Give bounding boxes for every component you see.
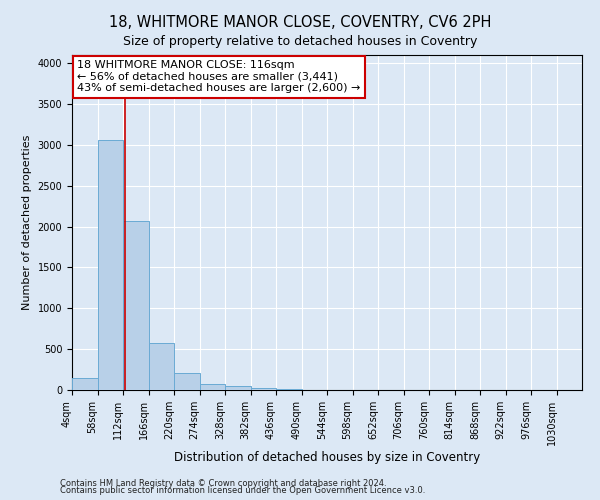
Text: Contains public sector information licensed under the Open Government Licence v3: Contains public sector information licen… (60, 486, 425, 495)
Bar (225, 386, 251, 390)
Bar (174, 373, 199, 390)
Bar (251, 388, 276, 390)
Text: 18, WHITMORE MANOR CLOSE, COVENTRY, CV6 2PH: 18, WHITMORE MANOR CLOSE, COVENTRY, CV6 … (109, 15, 491, 30)
Text: Contains HM Land Registry data © Crown copyright and database right 2024.: Contains HM Land Registry data © Crown c… (60, 478, 386, 488)
Text: 18 WHITMORE MANOR CLOSE: 116sqm
← 56% of detached houses are smaller (3,441)
43%: 18 WHITMORE MANOR CLOSE: 116sqm ← 56% of… (77, 60, 361, 93)
Text: Size of property relative to detached houses in Coventry: Size of property relative to detached ho… (123, 35, 477, 48)
X-axis label: Distribution of detached houses by size in Coventry: Distribution of detached houses by size … (174, 450, 480, 464)
Bar (149, 344, 174, 390)
Y-axis label: Number of detached properties: Number of detached properties (22, 135, 32, 310)
Bar (97, 140, 123, 390)
Bar (123, 221, 149, 390)
Bar (200, 384, 225, 390)
Bar (72, 378, 97, 390)
